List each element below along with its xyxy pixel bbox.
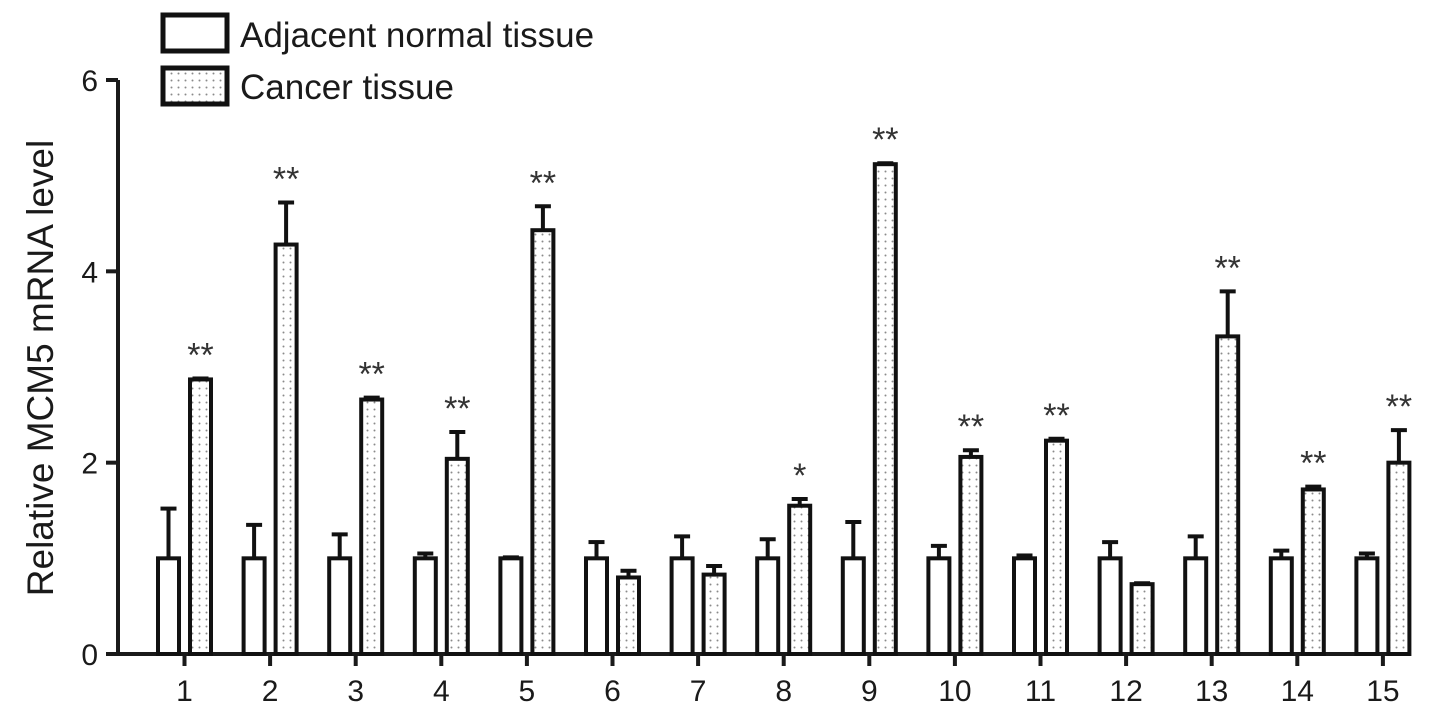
x-tick-label: 13: [1195, 675, 1228, 708]
bars: [156, 161, 1412, 657]
bar-cancer: [530, 228, 556, 657]
significance-marker: **: [1386, 388, 1412, 426]
bar-normal: [1354, 556, 1380, 656]
bar-cancer: [273, 242, 299, 656]
significance-marker: **: [444, 390, 470, 428]
bar-cancer: [958, 454, 984, 656]
bar-normal: [1097, 556, 1123, 656]
y-tick-label: 2: [81, 448, 98, 481]
x-tick-label: 4: [433, 675, 450, 708]
x-tick-label: 8: [775, 675, 792, 708]
bar-cancer: [701, 572, 727, 657]
bar-normal: [1012, 556, 1037, 656]
x-tick-label: 5: [519, 675, 536, 708]
bar-cancer: [1215, 334, 1241, 656]
x-tick-label: 3: [347, 675, 364, 708]
x-tick-label: 6: [604, 675, 621, 708]
x-tick-label: 11: [1025, 675, 1056, 708]
x-axis-ticks: 1 2 3 4 5 6 7 8 9 10 11 12 13 14 15: [176, 654, 1400, 708]
bar-cancer: [1300, 487, 1326, 656]
significance-marker: **: [358, 356, 384, 394]
bar-normal: [498, 556, 524, 656]
x-tick-label: 2: [262, 675, 279, 708]
bar-normal: [584, 556, 609, 656]
significance-marker: *: [793, 457, 806, 495]
bar-cancer: [787, 503, 813, 657]
bar-normal: [1268, 556, 1294, 656]
bar-cancer: [1129, 582, 1155, 656]
y-tick-label: 0: [81, 639, 98, 672]
bar-normal: [156, 556, 181, 656]
x-tick-label: 9: [861, 675, 878, 708]
y-tick-label: 6: [81, 65, 98, 98]
legend-label-cancer: Cancer tissue: [240, 68, 454, 107]
bar-normal: [412, 556, 438, 656]
significance-marker: **: [273, 160, 299, 198]
bar-normal: [241, 556, 267, 656]
x-tick-label: 14: [1281, 675, 1314, 708]
legend-swatch-cancer: [160, 65, 230, 107]
bar-cancer: [872, 162, 898, 656]
significance-marker: **: [187, 336, 213, 374]
x-tick-label: 10: [938, 675, 971, 708]
bar-cancer: [188, 377, 213, 656]
bar-normal: [840, 556, 866, 656]
significance-markers: *************** ********: [187, 121, 1412, 495]
bar-cancer: [1386, 460, 1412, 656]
significance-marker: **: [1214, 249, 1240, 287]
y-axis-ticks: 0 2 4 6: [81, 65, 118, 672]
bar-normal: [755, 556, 781, 656]
bar-normal: [926, 556, 952, 656]
legend: Adjacent normal tissue Cancer tissue: [160, 12, 594, 107]
bar-cancer: [616, 575, 641, 657]
bar-normal: [327, 556, 353, 656]
y-axis-title: Relative MCM5 mRNA level: [20, 140, 61, 596]
significance-marker: **: [1300, 445, 1326, 483]
bar-cancer: [359, 397, 385, 656]
significance-marker: **: [1043, 397, 1069, 435]
x-tick-label: 1: [176, 675, 193, 708]
y-tick-label: 4: [81, 256, 98, 289]
legend-label-normal: Adjacent normal tissue: [240, 16, 594, 55]
x-tick-label: 7: [690, 675, 707, 708]
bar-cancer: [1044, 438, 1069, 656]
significance-marker: **: [958, 408, 984, 446]
bar-normal: [669, 556, 695, 656]
bar-normal: [1183, 556, 1209, 656]
legend-swatch-normal: [160, 12, 230, 54]
significance-marker: **: [872, 121, 898, 159]
x-tick-label: 15: [1366, 675, 1399, 708]
x-tick-label: 12: [1109, 675, 1142, 708]
bar-cancer: [444, 456, 470, 656]
significance-marker: **: [530, 164, 556, 202]
